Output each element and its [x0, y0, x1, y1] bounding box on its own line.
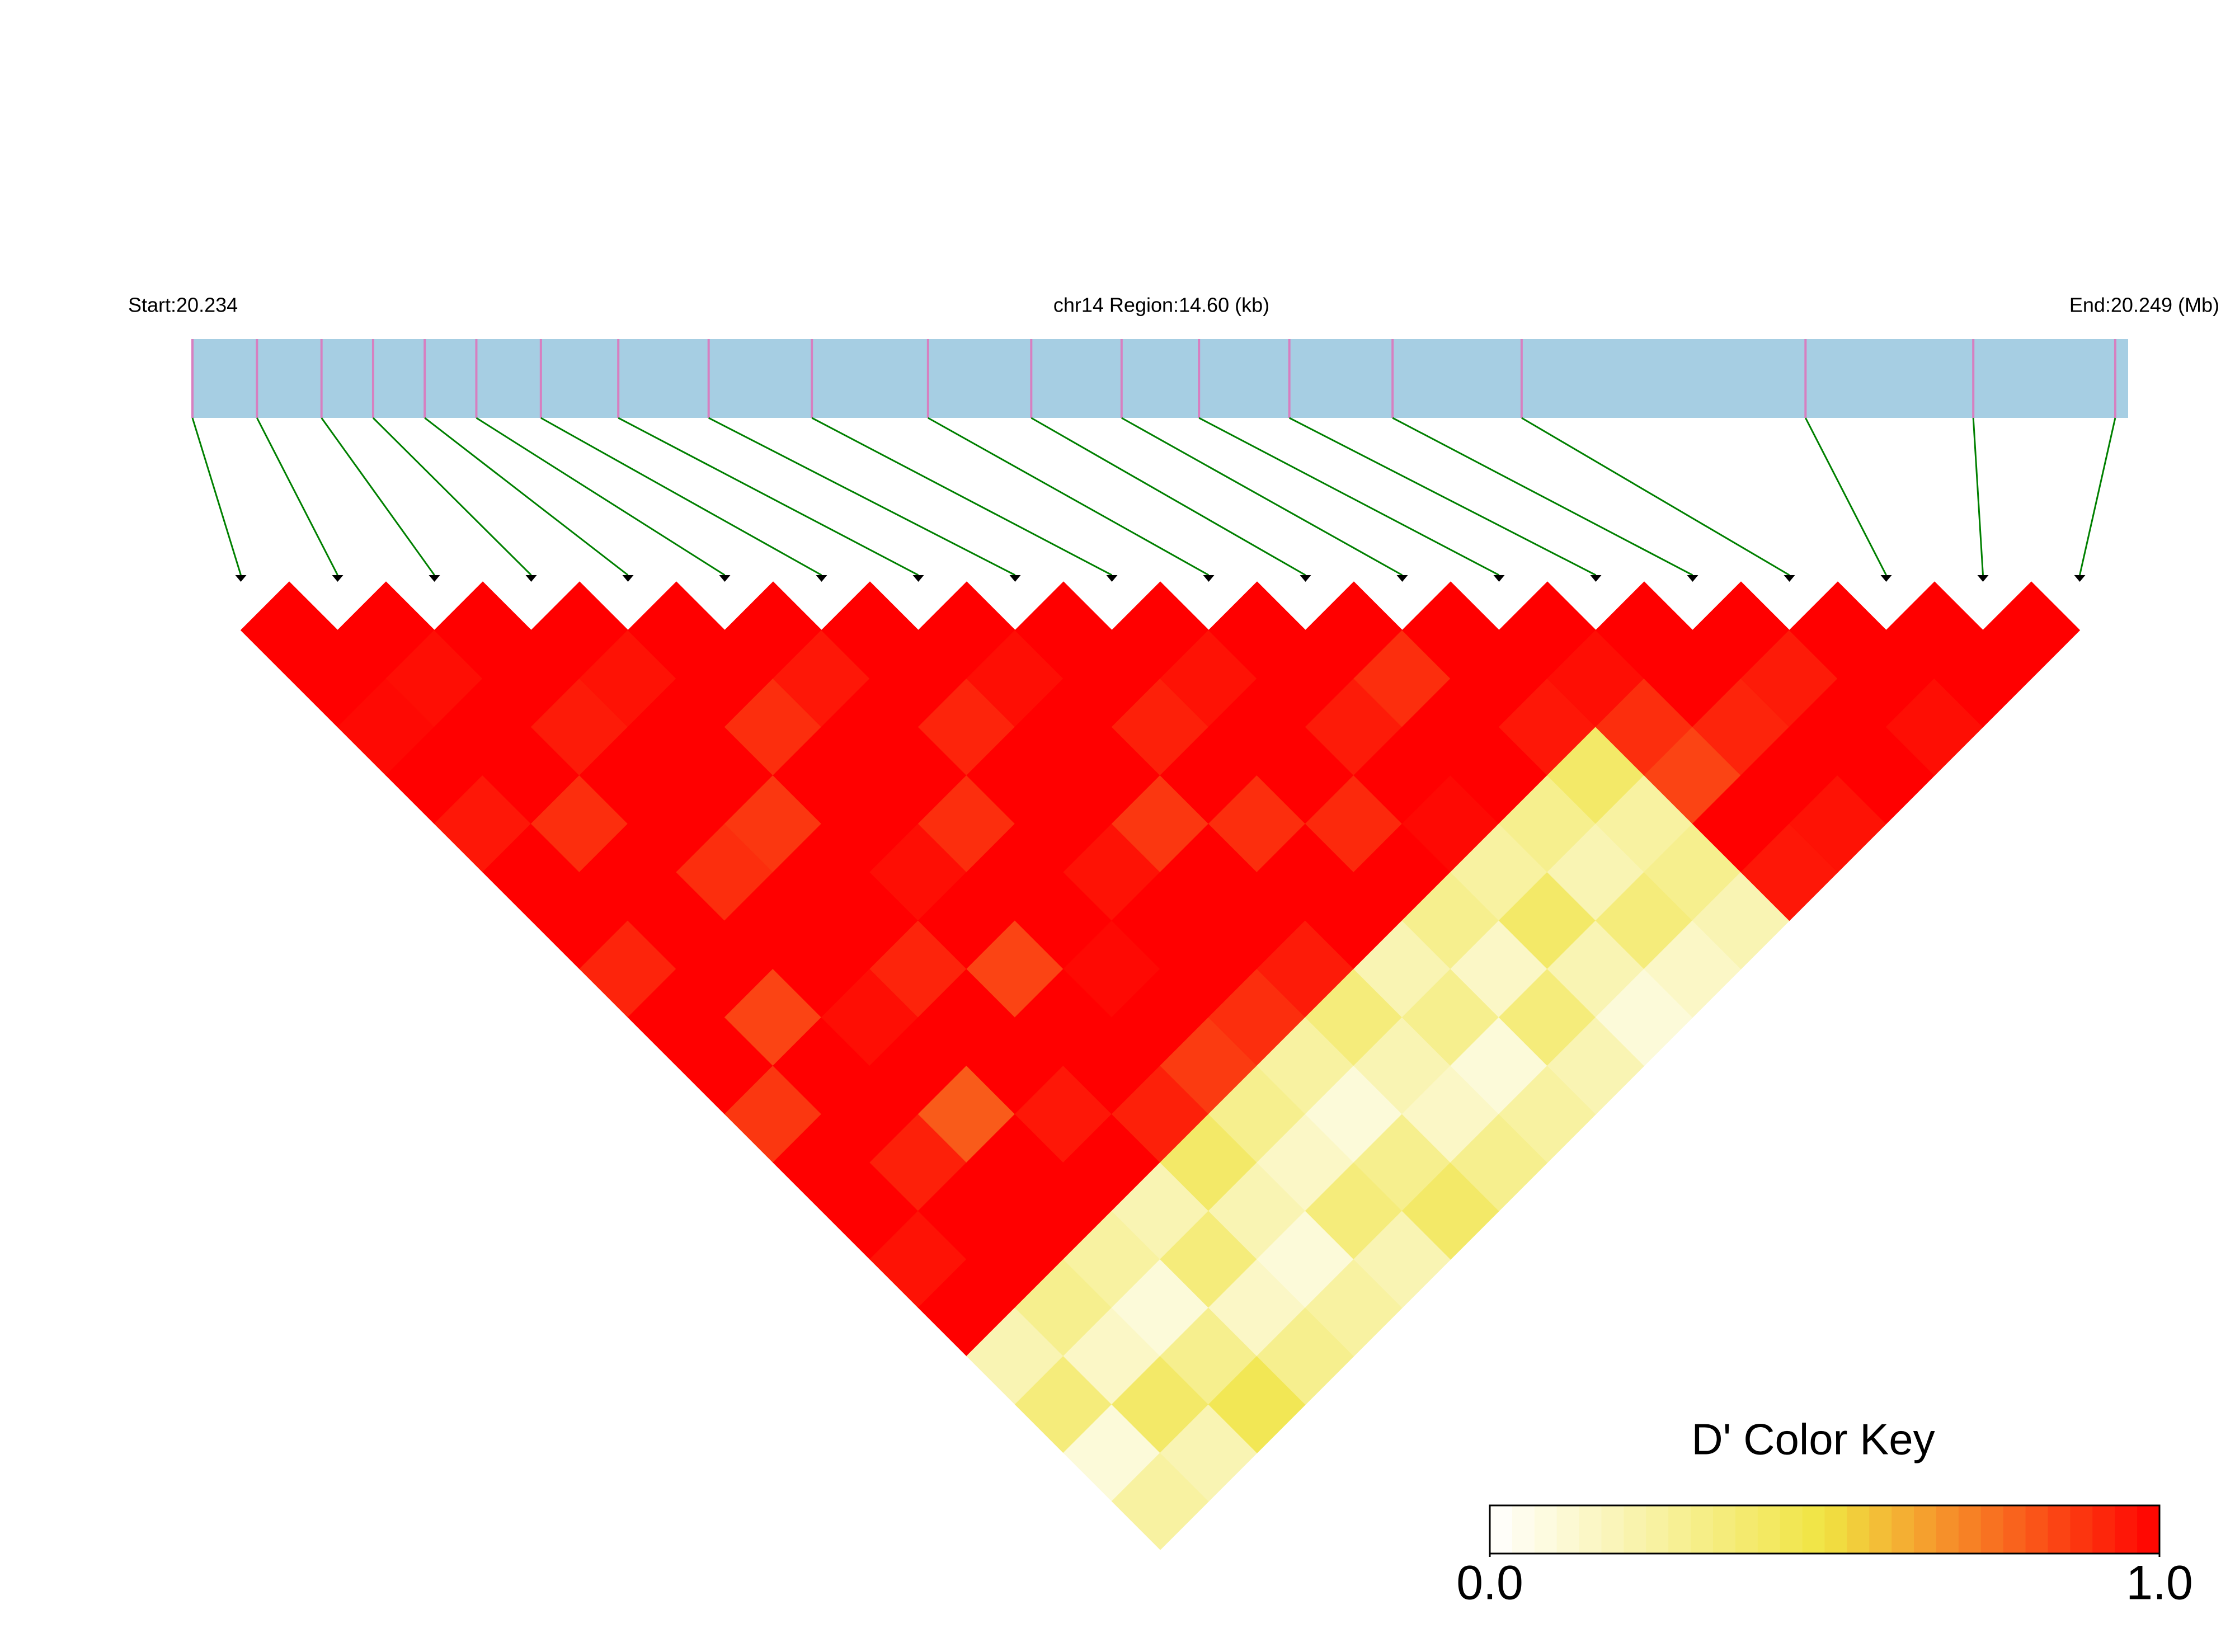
- color-key-step: [2070, 1505, 2093, 1554]
- snp-link: [1521, 417, 1790, 576]
- color-key-step: [1691, 1505, 1714, 1554]
- color-key-step: [2048, 1505, 2071, 1554]
- color-key-step: [1824, 1505, 1848, 1554]
- color-key-step: [1757, 1505, 1781, 1554]
- start-label: Start:20.234: [128, 294, 238, 317]
- snp-marker: [1106, 575, 1118, 582]
- snp-link: [424, 417, 629, 576]
- color-key-step: [1936, 1505, 1959, 1554]
- color-key-tick-label: 1.0: [2126, 1556, 2193, 1610]
- snp-marker: [235, 575, 247, 582]
- snp-link: [1288, 417, 1597, 576]
- snp-link: [928, 417, 1210, 576]
- snp-marker: [912, 575, 924, 582]
- snp-link: [372, 417, 532, 576]
- snp-marker: [1590, 575, 1602, 582]
- color-key-step: [2137, 1505, 2160, 1554]
- color-key-step: [1668, 1505, 1692, 1554]
- color-key-step: [1490, 1505, 1513, 1554]
- snp-marker: [622, 575, 634, 582]
- color-key-step: [1780, 1505, 1803, 1554]
- end-label: End:20.249 (Mb): [2069, 294, 2219, 317]
- color-key-step: [2025, 1505, 2049, 1554]
- color-key-step: [2115, 1505, 2138, 1554]
- snp-link: [618, 417, 919, 576]
- color-key-step: [1713, 1505, 1736, 1554]
- snp-link: [1198, 417, 1500, 576]
- color-key-step: [1869, 1505, 1893, 1554]
- snp-link: [476, 417, 726, 576]
- snp-link: [1972, 417, 1984, 576]
- color-key-step: [1914, 1505, 1937, 1554]
- color-key-step: [1556, 1505, 1580, 1554]
- color-key-step: [1579, 1505, 1602, 1554]
- snp-marker: [332, 575, 344, 582]
- snp-link: [191, 417, 242, 576]
- snp-link: [1121, 417, 1403, 576]
- color-key-step: [1958, 1505, 1982, 1554]
- color-key-tick-label: 0.0: [1456, 1556, 1523, 1610]
- snp-marker: [1203, 575, 1215, 582]
- legend-title: D' Color Key: [1691, 1415, 1935, 1464]
- snp-link: [2079, 417, 2116, 576]
- color-key-step: [1735, 1505, 1758, 1554]
- snp-marker: [1880, 575, 1892, 582]
- color-key-step: [1646, 1505, 1669, 1554]
- ld-cell: [1982, 581, 2081, 679]
- color-key-step: [1891, 1505, 1915, 1554]
- snp-marker: [1977, 575, 1989, 582]
- region-bar: [192, 339, 2128, 418]
- snp-link: [540, 417, 822, 576]
- snp-marker: [816, 575, 827, 582]
- region-label: chr14 Region:14.60 (kb): [1053, 294, 1269, 317]
- snp-link: [321, 417, 435, 576]
- snp-link: [811, 417, 1113, 576]
- color-key-step: [2003, 1505, 2026, 1554]
- color-key-step: [1534, 1505, 1558, 1554]
- color-key-step: [1601, 1505, 1625, 1554]
- snp-link: [1804, 417, 1887, 576]
- snp-link: [708, 417, 1016, 576]
- color-key-step: [1512, 1505, 1535, 1554]
- color-key-step: [2092, 1505, 2116, 1554]
- snp-marker: [1009, 575, 1021, 582]
- color-key-step: [1624, 1505, 1647, 1554]
- snp-link: [1031, 417, 1306, 576]
- snp-marker: [1396, 575, 1408, 582]
- color-key-step: [1847, 1505, 1870, 1554]
- snp-marker: [429, 575, 440, 582]
- color-key-step: [1980, 1505, 2004, 1554]
- color-key-step: [1802, 1505, 1825, 1554]
- snp-marker: [2074, 575, 2086, 582]
- snp-marker: [1300, 575, 1311, 582]
- snp-marker: [525, 575, 537, 582]
- snp-link: [1392, 417, 1693, 576]
- snp-marker: [1784, 575, 1795, 582]
- snp-link: [256, 417, 338, 576]
- snp-marker: [1687, 575, 1698, 582]
- snp-marker: [719, 575, 731, 582]
- color-key-frame: [1489, 1504, 2161, 1555]
- snp-marker: [1493, 575, 1505, 582]
